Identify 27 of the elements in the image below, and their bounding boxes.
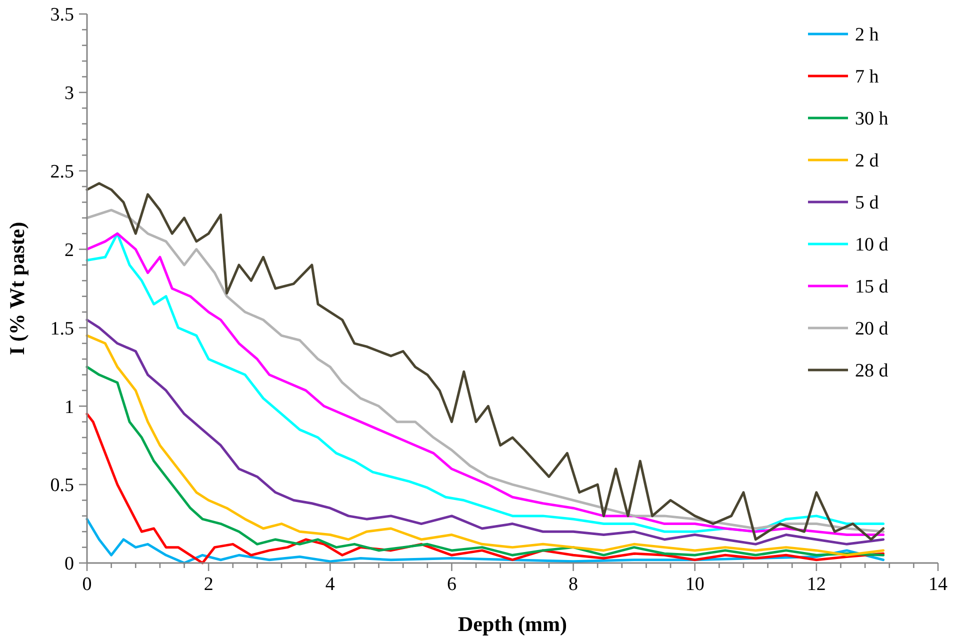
x-axis-title: Depth (mm) — [458, 612, 568, 636]
y-tick-label: 2 — [64, 240, 74, 261]
x-tick-label: 6 — [446, 574, 456, 595]
legend-label: 10 d — [855, 234, 889, 256]
legend-label: 20 d — [855, 318, 889, 340]
legend-label: 2 d — [855, 150, 880, 172]
x-tick-label: 2 — [204, 574, 214, 595]
x-tick-label: 8 — [568, 574, 578, 595]
legend-label: 5 d — [855, 192, 880, 214]
x-tick-label: 14 — [928, 574, 948, 595]
y-axis-title: I (% Wt paste) — [5, 222, 29, 356]
x-tick-label: 0 — [82, 574, 92, 595]
y-tick-label: 2.5 — [50, 162, 74, 183]
legend-label: 28 d — [855, 360, 889, 382]
legend-label: 15 d — [855, 276, 889, 298]
y-tick-label: 3.5 — [50, 4, 74, 26]
y-tick-label: 3 — [64, 83, 74, 104]
legend-label: 30 h — [855, 108, 889, 130]
y-tick-label: 0.5 — [50, 475, 74, 496]
x-tick-label: 10 — [685, 574, 704, 595]
y-tick-label: 0 — [64, 554, 74, 575]
x-tick-label: 4 — [325, 574, 336, 595]
legend-label: 7 h — [855, 66, 880, 88]
y-tick-label: 1 — [64, 396, 74, 418]
x-tick-label: 12 — [806, 574, 826, 595]
legend-label: 2 h — [855, 24, 880, 46]
y-tick-label: 1.5 — [50, 318, 74, 340]
